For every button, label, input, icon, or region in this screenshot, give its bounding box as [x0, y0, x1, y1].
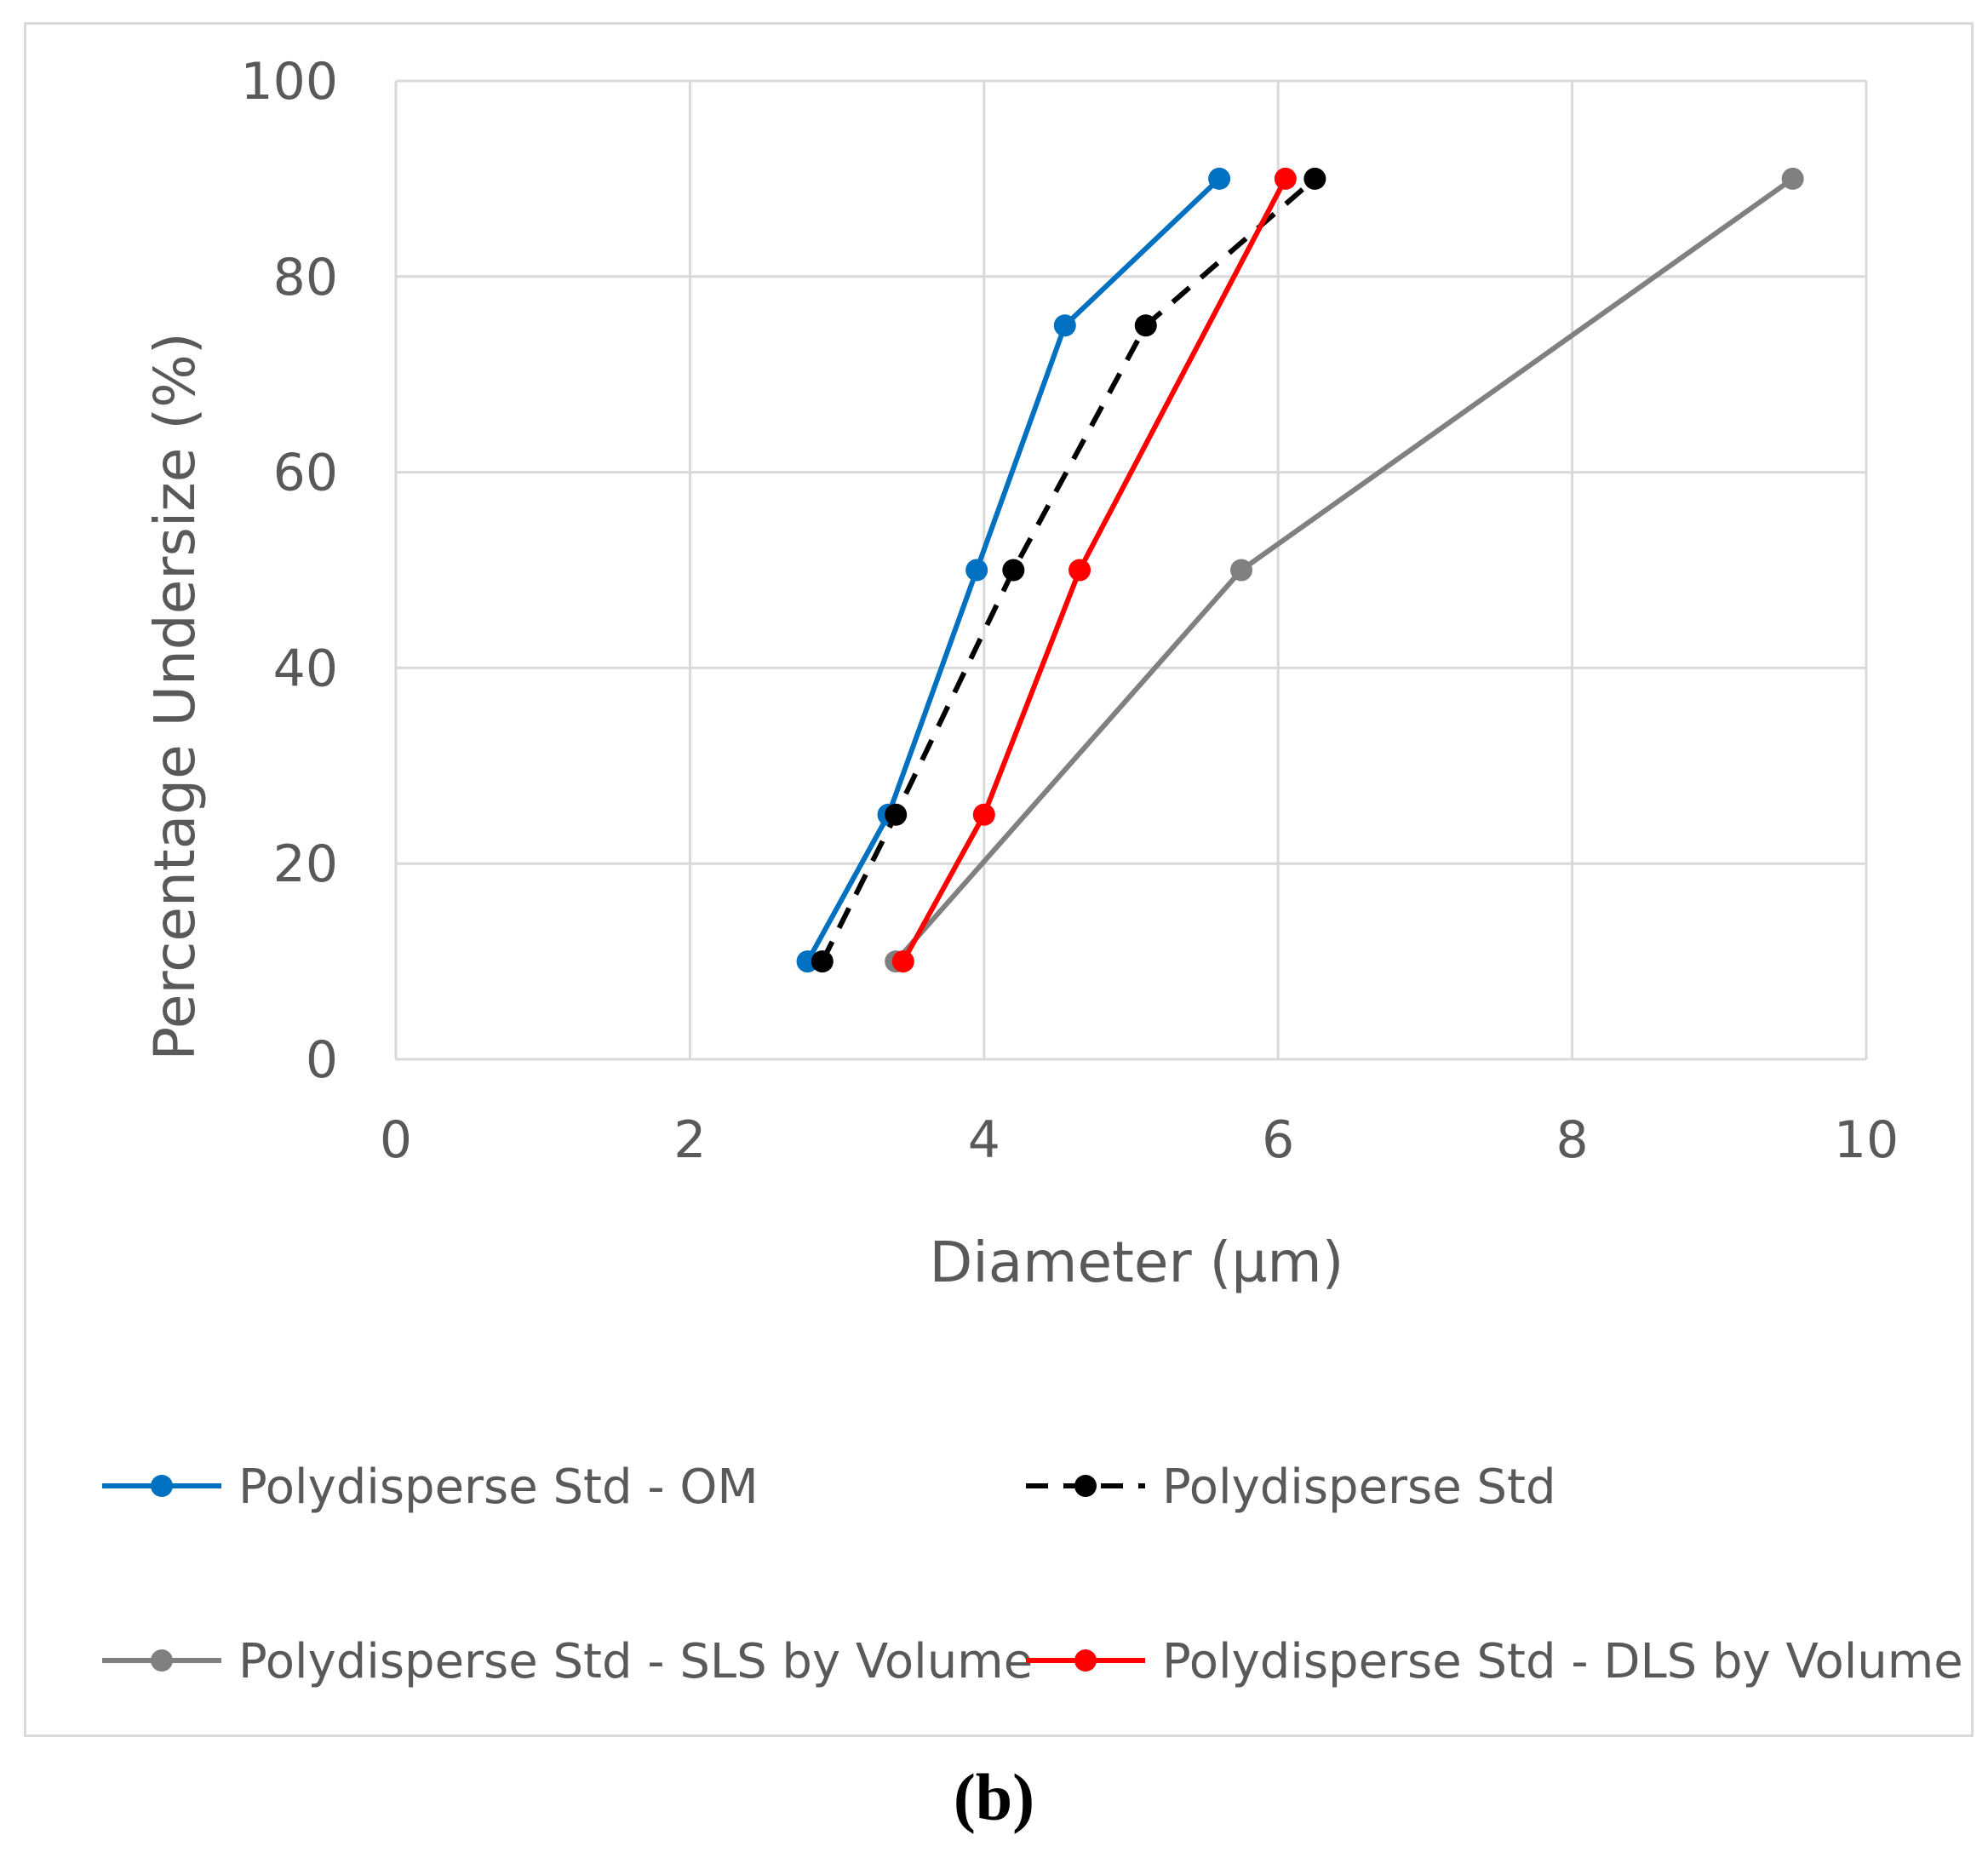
legend-label: Polydisperse Std - OM	[238, 1459, 759, 1515]
series-line	[901, 177, 1288, 963]
legend-label: Polydisperse Std - SLS by Volume	[238, 1634, 1033, 1689]
data-point	[1053, 314, 1076, 337]
y-tick-label: 40	[273, 639, 338, 698]
y-tick-label: 100	[240, 52, 338, 112]
legend-label: Polydisperse Std	[1162, 1459, 1556, 1515]
legend-entry-polydisperse-std-dls-by-volume: Polydisperse Std - DLS by Volume	[1026, 1634, 1963, 1689]
x-tick-label: 0	[380, 1110, 412, 1170]
y-tick-label: 60	[273, 444, 338, 503]
legend-entry-polydisperse-std: Polydisperse Std	[1026, 1459, 1556, 1515]
series-polydisperse-std	[811, 167, 1326, 973]
data-point	[972, 803, 995, 826]
series-polydisperse-std-dls-by-volume	[891, 167, 1297, 973]
series-polydisperse-std-sls-by-volume	[885, 167, 1804, 973]
x-tick-label: 10	[1834, 1110, 1899, 1170]
legend-marker	[151, 1649, 173, 1672]
legend-marker	[1074, 1475, 1097, 1497]
legend-entry-polydisperse-std-om: Polydisperse Std - OM	[102, 1459, 759, 1515]
series-line	[820, 176, 1317, 963]
data-point	[1068, 559, 1091, 582]
legend-label: Polydisperse Std - DLS by Volume	[1162, 1634, 1963, 1689]
data-point	[885, 803, 908, 826]
y-tick-label: 20	[273, 834, 338, 894]
x-tick-label: 4	[968, 1110, 1000, 1170]
grid	[394, 79, 1868, 1061]
data-point	[1230, 559, 1253, 582]
y-tick-label: 80	[273, 248, 338, 307]
y-tick-label: 0	[306, 1030, 338, 1090]
data-point	[1208, 167, 1231, 190]
data-point	[965, 559, 988, 582]
chart-frame	[24, 22, 1974, 1737]
legend-entry-polydisperse-std-sls-by-volume: Polydisperse Std - SLS by Volume	[102, 1634, 1033, 1689]
legend: Polydisperse Std - OM Polydisperse Std Pol…	[102, 1459, 1963, 1689]
x-tick-label: 6	[1262, 1110, 1294, 1170]
y-axis-title: Percentage Undersize (%)	[142, 332, 208, 1060]
x-axis-title: Diameter (µm)	[930, 1230, 1344, 1295]
series	[796, 167, 1804, 973]
data-point	[891, 950, 914, 973]
legend-marker	[1074, 1649, 1097, 1672]
x-tick-label: 2	[673, 1110, 706, 1170]
x-tick-label: 8	[1556, 1110, 1589, 1170]
series-line	[893, 176, 1795, 964]
data-point	[811, 950, 834, 973]
data-point	[1134, 314, 1157, 337]
panel-label: (b)	[953, 1760, 1035, 1834]
data-point	[1781, 167, 1804, 190]
legend-marker	[151, 1475, 173, 1497]
data-point	[1002, 559, 1025, 582]
data-point	[1303, 167, 1326, 190]
data-point	[1274, 167, 1297, 190]
